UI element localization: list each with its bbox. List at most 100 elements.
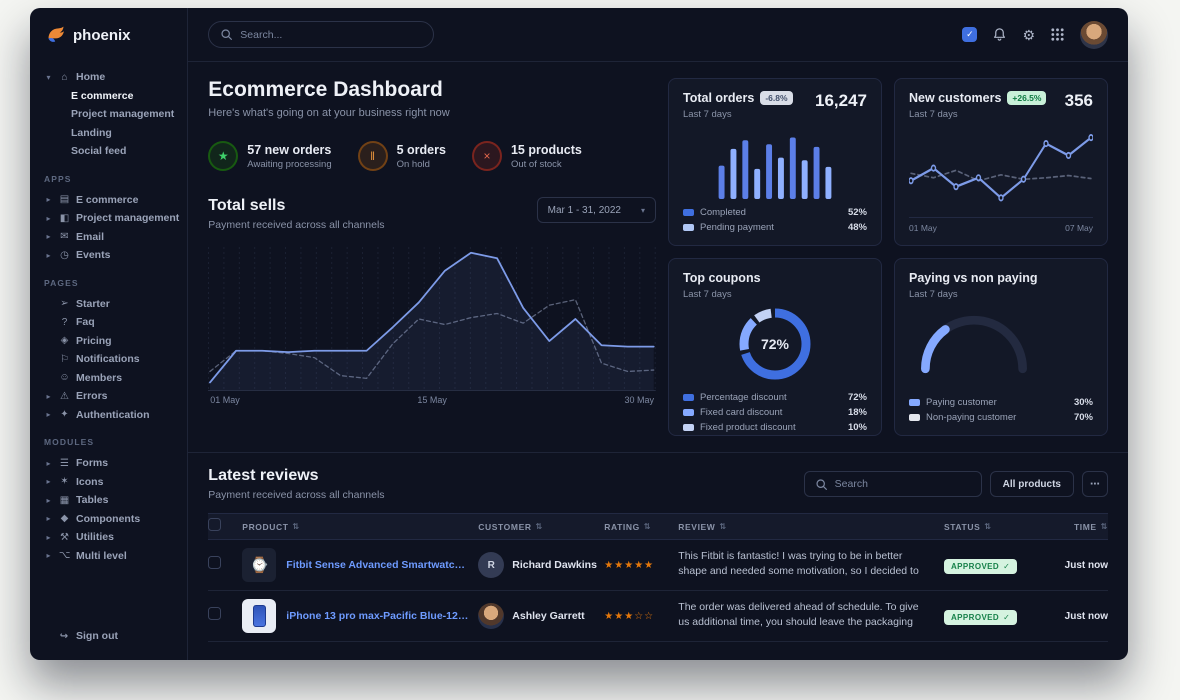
product-link[interactable]: Fitbit Sense Advanced Smartwatch with To… [286, 559, 470, 571]
user-avatar[interactable] [1080, 20, 1108, 49]
sidebar-item-components[interactable]: ▸ ◆ Components [44, 510, 179, 529]
card-title: Total orders [683, 91, 755, 105]
sidebar-item-label: Members [76, 371, 123, 384]
sidebar-item-utilities[interactable]: ▸ ⚒ Utilities [44, 528, 179, 547]
sort-icon: ⇅ [984, 522, 992, 531]
page-title: Ecommerce Dashboard [208, 78, 443, 101]
column-header-product[interactable]: PRODUCT ⇅ [242, 522, 470, 532]
x-axis-label: 15 May [417, 395, 447, 405]
top-coupons-card: Top coupons Last 7 days 72% Percentage d… [668, 258, 882, 436]
sidebar-item-landing[interactable]: Landing [71, 126, 112, 139]
table-row[interactable]: ⌚ Fitbit Sense Advanced Smartwatch with … [208, 540, 1108, 591]
column-header-review[interactable]: REVIEW ⇅ [678, 522, 936, 532]
customer-avatar [478, 603, 505, 629]
card-period: Last 7 days [909, 289, 958, 300]
sidebar-item-faq[interactable]: ? Faq [44, 313, 179, 332]
sidebar-nav: ▾ ⌂ Home E commerce Project management Landin… [30, 62, 187, 616]
legend-value: 30% [1073, 397, 1093, 408]
card-period: Last 7 days [683, 289, 732, 300]
sidebar-item-e-commerce[interactable]: E commerce [71, 89, 134, 102]
more-options-button[interactable]: ⋯ [1082, 471, 1108, 497]
column-header-rating[interactable]: RATING ⇅ [604, 522, 670, 532]
sidebar-item-project-management[interactable]: ▸ ◧ Project management [44, 209, 179, 228]
sidebar-item-e-commerce[interactable]: ▸ ▤ E commerce [44, 191, 179, 210]
column-header-customer[interactable]: CUSTOMER ⇅ [478, 522, 596, 532]
customer-name: Ashley Garrett [512, 610, 585, 622]
stat-caption: Awaiting processing [247, 158, 332, 170]
sidebar-item-project-management[interactable]: Project management [71, 108, 175, 121]
sidebar-item-events[interactable]: ▸ ◷ Events [44, 246, 179, 265]
row-checkbox[interactable] [208, 556, 222, 569]
sidebar-item-multi-level[interactable]: ▸ ⌥ Multi level [44, 547, 179, 566]
sidebar-item-forms[interactable]: ▸ ☰ Forms [44, 454, 179, 473]
bell-icon: ⚐ [60, 353, 69, 365]
star-empty-icon: ☆ [644, 610, 654, 622]
stat-item: ‖ 5 orders On hold [357, 141, 446, 171]
sidebar-item-notifications[interactable]: ⚐ Notifications [44, 350, 179, 369]
product-thumbnail [242, 599, 277, 633]
bell-icon[interactable] [992, 27, 1007, 42]
legend-label: Pending payment [700, 222, 774, 233]
column-label: STATUS [944, 521, 981, 532]
sidebar-item-label: Pricing [76, 334, 112, 347]
reviews-search[interactable] [803, 471, 982, 497]
new-customers-value: 356 [1064, 91, 1093, 110]
card-period: Last 7 days [909, 109, 958, 120]
legend-label: Fixed product discount [700, 422, 796, 433]
caret-right-icon: ▸ [46, 532, 51, 542]
main-area: ✓ ⚙ Ecommerce Dashboard Here's what's go… [188, 8, 1128, 660]
rocket-icon: ➢ [60, 298, 69, 310]
column-header-time[interactable]: TIME ⇅ [1044, 522, 1108, 532]
sidebar-item-starter[interactable]: ➢ Starter [44, 295, 179, 314]
sidebar-section-label: PAGES [44, 277, 79, 288]
caret-right-icon: ▸ [46, 232, 51, 242]
sort-icon: ⇅ [1100, 522, 1108, 531]
table-row[interactable]: iPhone 13 pro max-Pacific Blue-128GB sto… [208, 591, 1108, 642]
legend-label: Paying customer [926, 397, 997, 408]
sidebar-item-pricing[interactable]: ◈ Pricing [44, 332, 179, 351]
theme-toggle[interactable]: ✓ [962, 27, 978, 42]
all-products-button[interactable]: All products [989, 471, 1074, 497]
product-link[interactable]: iPhone 13 pro max-Pacific Blue-128GB sto… [286, 610, 470, 622]
sidebar-item-tables[interactable]: ▸ ▦ Tables [44, 491, 179, 510]
new-customers-chart [909, 134, 1093, 202]
global-search-input[interactable] [240, 28, 423, 41]
sidebar-item-authentication[interactable]: ▸ ✦ Authentication [44, 406, 179, 425]
rating-stars: ★ ★ ★ ★ ★ [604, 560, 670, 571]
sidebar-item-label: Faq [76, 316, 95, 329]
sidebar-section-label: APPS [44, 173, 72, 184]
customer-name: Richard Dawkins [512, 559, 597, 571]
column-header-status[interactable]: STATUS ⇅ [944, 522, 1036, 532]
sidebar-item-email[interactable]: ▸ ✉ Email [44, 228, 179, 247]
stat-value: 15 products [510, 142, 582, 157]
date-range-value: Mar 1 - 31, 2022 [547, 204, 621, 216]
x-axis-label: 07 May [1065, 223, 1093, 233]
sidebar-item-sign-out[interactable]: ↪ Sign out [30, 630, 187, 660]
sidebar-item-errors[interactable]: ▸ ⚠ Errors [44, 387, 179, 406]
topbar: ✓ ⚙ [188, 8, 1128, 62]
sidebar-item-members[interactable]: ☺ Members [44, 369, 179, 388]
legend-label: Fixed card discount [700, 407, 783, 418]
legend-label: Percentage discount [700, 392, 787, 403]
brand-logo[interactable]: phoenix [30, 8, 187, 62]
sidebar-item-home[interactable]: ▾ ⌂ Home [44, 68, 179, 87]
row-checkbox[interactable] [208, 607, 222, 620]
x-axis-label: 01 May [210, 395, 240, 405]
apps-grid-icon[interactable] [1050, 27, 1065, 42]
star-filled-icon: ★ [624, 610, 634, 622]
product-thumbnail: ⌚ [242, 548, 277, 582]
select-all-checkbox[interactable] [208, 517, 222, 531]
paying-legend: Paying customer 30% Non-paying customer 70% [909, 389, 1093, 423]
global-search[interactable] [208, 21, 435, 48]
star-filled-icon: ★ [634, 559, 644, 571]
sidebar-item-icons[interactable]: ▸ ✶ Icons [44, 473, 179, 492]
reviews-search-input[interactable] [834, 478, 971, 490]
gear-icon[interactable]: ⚙ [1022, 26, 1035, 43]
date-range-select[interactable]: Mar 1 - 31, 2022 ▾ [536, 197, 656, 223]
sidebar-item-social-feed[interactable]: Social feed [71, 145, 127, 158]
caret-right-icon: ▸ [46, 410, 51, 420]
status-badge: APPROVED ✓ [944, 559, 1018, 574]
table-header: PRODUCT ⇅ CUSTOMER ⇅ RATING ⇅ REVIEW ⇅ STATUS ⇅ TI… [208, 513, 1108, 540]
sidebar-item-label: Utilities [76, 531, 114, 544]
section-divider [188, 452, 1128, 453]
